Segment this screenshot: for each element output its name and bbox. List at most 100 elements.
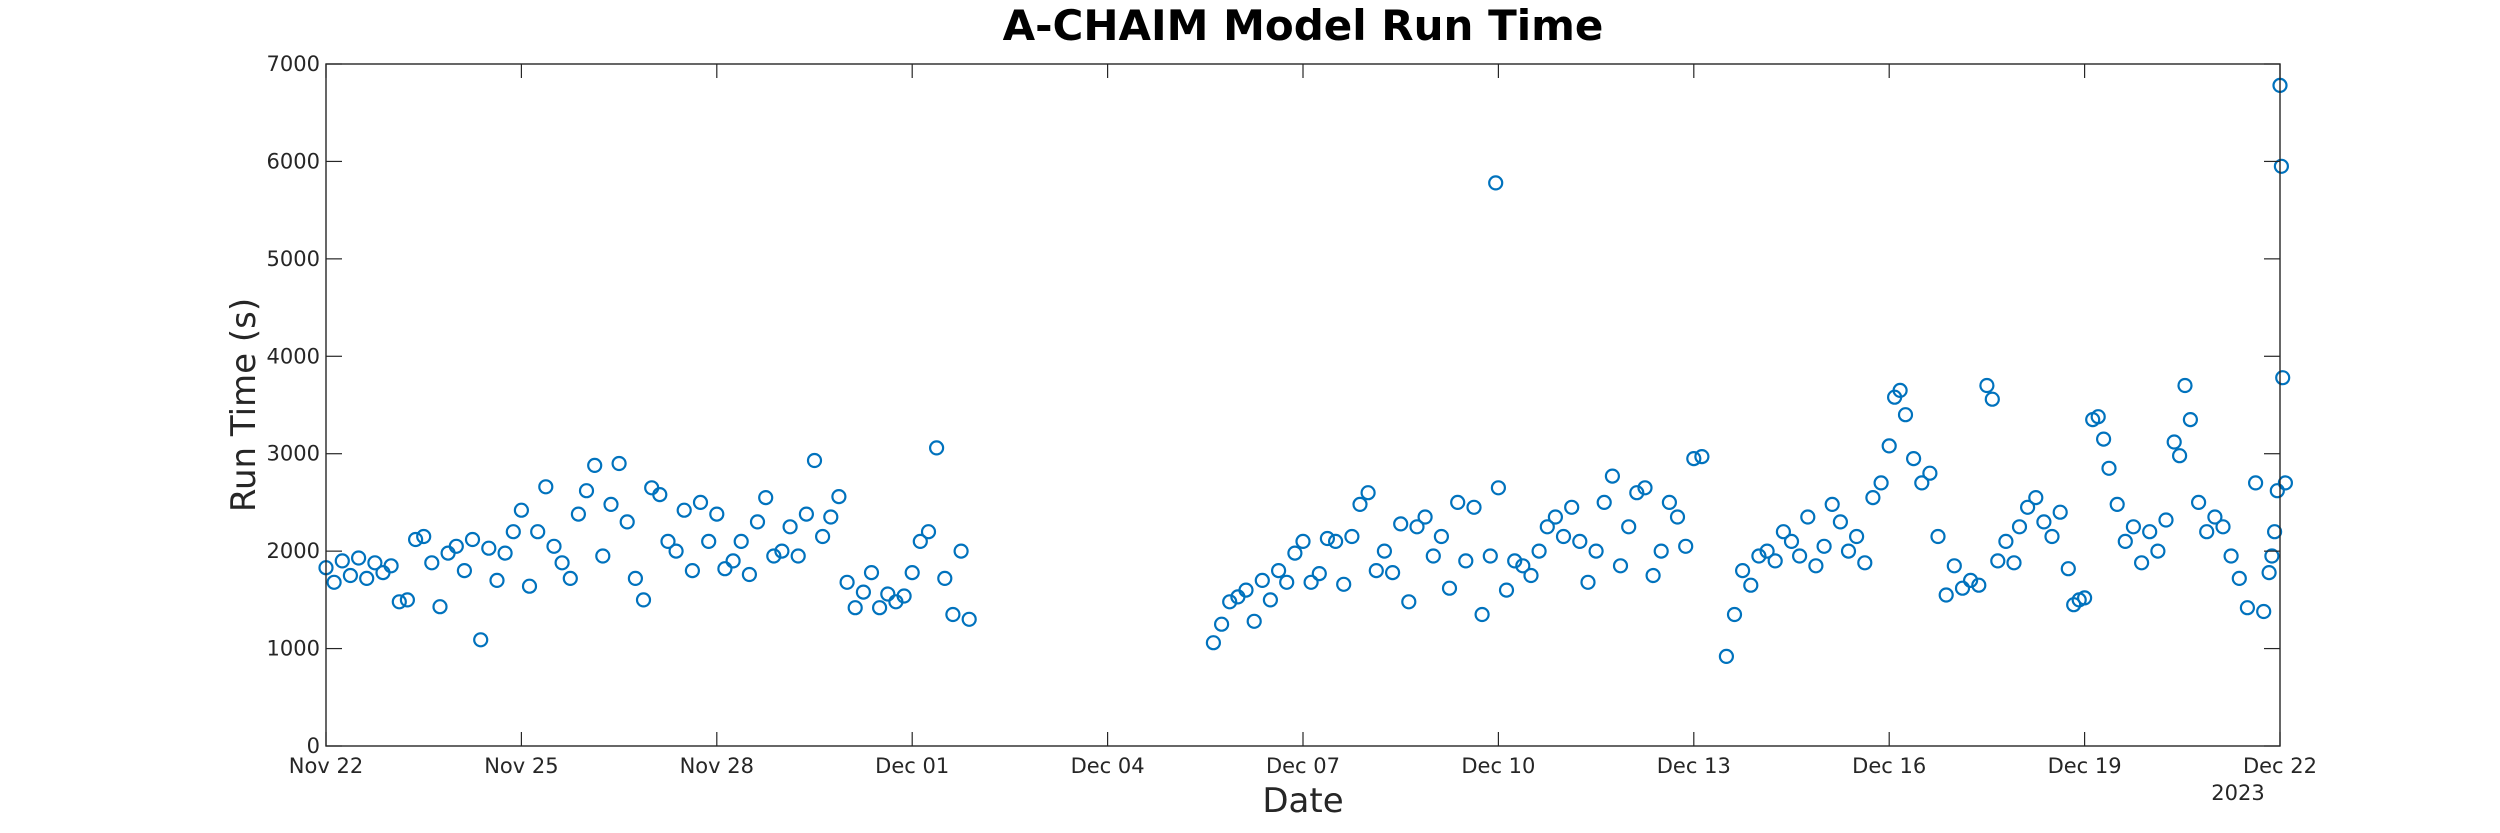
data-point (1393, 516, 1409, 532)
data-point (367, 555, 383, 571)
data-point (1547, 509, 1564, 525)
data-point (2011, 519, 2028, 535)
data-point (904, 564, 920, 581)
data-point (1612, 558, 1629, 574)
data-point (2231, 570, 2247, 587)
data-point (1669, 509, 1686, 525)
data-point (1466, 499, 1482, 515)
data-point (2150, 543, 2166, 559)
data-point (1417, 509, 1433, 525)
data-point (1661, 494, 1678, 510)
data-point (1555, 528, 1572, 545)
data-point (701, 533, 717, 550)
data-point (619, 514, 635, 530)
data-point (1767, 553, 1783, 569)
data-point (758, 490, 774, 506)
data-point (928, 440, 945, 456)
y-tick-label: 3000 (267, 442, 320, 466)
data-point (782, 519, 798, 535)
data-point (1458, 553, 1474, 569)
data-point (546, 538, 562, 554)
data-point (1897, 407, 1914, 423)
data-point (408, 531, 424, 548)
data-point (1881, 438, 1897, 454)
data-point (2177, 377, 2193, 394)
data-point (2096, 431, 2112, 447)
y-tick-label: 6000 (267, 149, 320, 173)
data-point (464, 531, 481, 548)
data-point (359, 570, 375, 587)
data-point (351, 550, 367, 566)
data-point (2052, 504, 2068, 520)
data-point (1482, 548, 1498, 564)
data-point (399, 592, 415, 608)
x-tick-label: Dec 04 (1071, 754, 1145, 778)
data-point (1824, 496, 1840, 512)
data-point (1938, 587, 1954, 603)
data-point (896, 588, 912, 604)
data-point (2264, 548, 2280, 564)
x-tick-label: Nov 22 (289, 754, 363, 778)
data-point (1998, 533, 2014, 550)
data-point (1213, 616, 1230, 632)
x-axis: Nov 22 Nov 25 Nov 28 Dec 01 Dec 04 Dec 07 Dec … (289, 64, 2317, 778)
data-point (644, 480, 660, 496)
data-point (684, 562, 701, 579)
data-point (562, 570, 578, 587)
data-point (1848, 528, 1865, 545)
data-point (513, 502, 530, 518)
data-point (2182, 412, 2198, 428)
x-tick-label: Nov 28 (680, 754, 754, 778)
data-point (627, 570, 644, 587)
data-point (1303, 574, 1319, 590)
data-point (1990, 553, 2006, 569)
data-point (2273, 158, 2289, 174)
data-point (1922, 465, 1938, 481)
x-tick-label: Dec 01 (875, 754, 949, 778)
data-point (774, 543, 790, 559)
data-point (1507, 553, 1523, 569)
data-point (375, 564, 391, 581)
data-point (1930, 528, 1946, 545)
data-point (2215, 519, 2231, 535)
x-tick-label: Dec 07 (1266, 754, 1340, 778)
data-point (1523, 567, 1539, 584)
data-point (2134, 555, 2150, 571)
data-point (1840, 543, 1857, 559)
data-point (1433, 528, 1450, 545)
data-point (1694, 449, 1710, 465)
y-tick-label: 5000 (267, 247, 320, 271)
data-point (2077, 590, 2093, 606)
data-point (481, 540, 497, 556)
data-point (2142, 524, 2158, 540)
data-point (1360, 485, 1376, 501)
data-point (2036, 514, 2052, 530)
y-tick-label: 0 (307, 734, 320, 758)
data-point (530, 524, 546, 540)
data-point (334, 553, 350, 569)
y-axis-label: Run Time (s) (224, 298, 264, 512)
x-axis-secondary-label: 2023 (2211, 781, 2264, 805)
data-point (521, 578, 538, 594)
data-point (570, 506, 587, 522)
data-point (595, 548, 611, 564)
data-point (855, 584, 872, 600)
data-point (2044, 528, 2060, 545)
data-point (2166, 434, 2182, 450)
axes-frame (325, 63, 2281, 747)
data-point (1971, 577, 1987, 593)
data-point (416, 528, 432, 545)
data-point (1384, 564, 1401, 581)
data-point (2028, 490, 2044, 506)
x-tick-label: Nov 25 (484, 754, 558, 778)
data-point (1270, 562, 1287, 579)
data-point (1441, 580, 1458, 596)
data-point (1596, 494, 1612, 510)
data-point (1376, 543, 1393, 559)
data-point (1539, 519, 1555, 535)
data-point (1287, 545, 1303, 561)
data-point (1604, 468, 1621, 484)
data-point (1254, 572, 1270, 589)
data-point (2125, 519, 2141, 535)
